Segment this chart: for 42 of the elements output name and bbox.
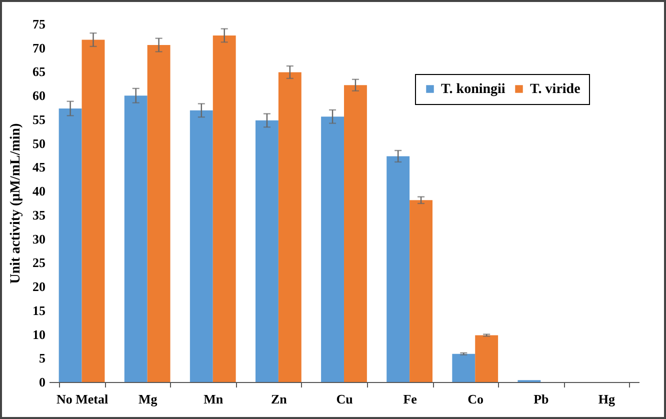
y-tick-label: 70 — [32, 40, 46, 56]
bar — [212, 35, 236, 382]
y-tick-label: 45 — [32, 160, 46, 175]
y-tick-label: 10 — [32, 326, 46, 342]
legend-label: T. viride — [530, 82, 580, 97]
y-tick-label: 50 — [32, 136, 46, 151]
x-tick-label: Zn — [270, 392, 288, 406]
bar — [278, 72, 302, 382]
y-tick-label: 5 — [39, 350, 46, 366]
x-tick-label: Mg — [138, 392, 158, 406]
y-tick-label: 15 — [32, 302, 46, 318]
bar — [82, 40, 105, 382]
bar — [475, 335, 498, 382]
y-tick-label: 55 — [32, 112, 46, 127]
y-tick-label: 0 — [39, 374, 46, 390]
bar — [344, 85, 367, 382]
y-tick-label: 20 — [32, 279, 46, 294]
bar — [124, 96, 148, 382]
bar — [386, 156, 410, 382]
x-tick-label: Pb — [534, 392, 549, 406]
y-tick-label: 35 — [32, 207, 46, 222]
y-tick-label: 65 — [32, 64, 46, 80]
bar — [190, 110, 213, 382]
bar — [452, 354, 476, 382]
x-tick-label: Mn — [204, 392, 224, 406]
bar — [147, 45, 170, 382]
bar — [256, 120, 278, 382]
y-tick-label: 75 — [32, 16, 46, 32]
bar — [410, 200, 432, 382]
y-axis-title: Unit activity (µM/mL/min) — [8, 122, 24, 284]
y-tick-label: 40 — [32, 184, 46, 199]
x-tick-label: Hg — [598, 392, 616, 406]
x-tick-label: No Metal — [56, 392, 108, 406]
y-tick-label: 60 — [32, 88, 46, 104]
x-tick-label: Cu — [336, 392, 353, 406]
y-tick-label: 25 — [32, 255, 46, 270]
bar — [321, 116, 344, 382]
x-tick-label: Co — [468, 392, 484, 406]
legend-label: T. koningii — [441, 82, 506, 97]
x-tick-label: Fe — [403, 392, 418, 406]
bar — [58, 108, 82, 382]
y-tick-label: 30 — [32, 231, 46, 246]
